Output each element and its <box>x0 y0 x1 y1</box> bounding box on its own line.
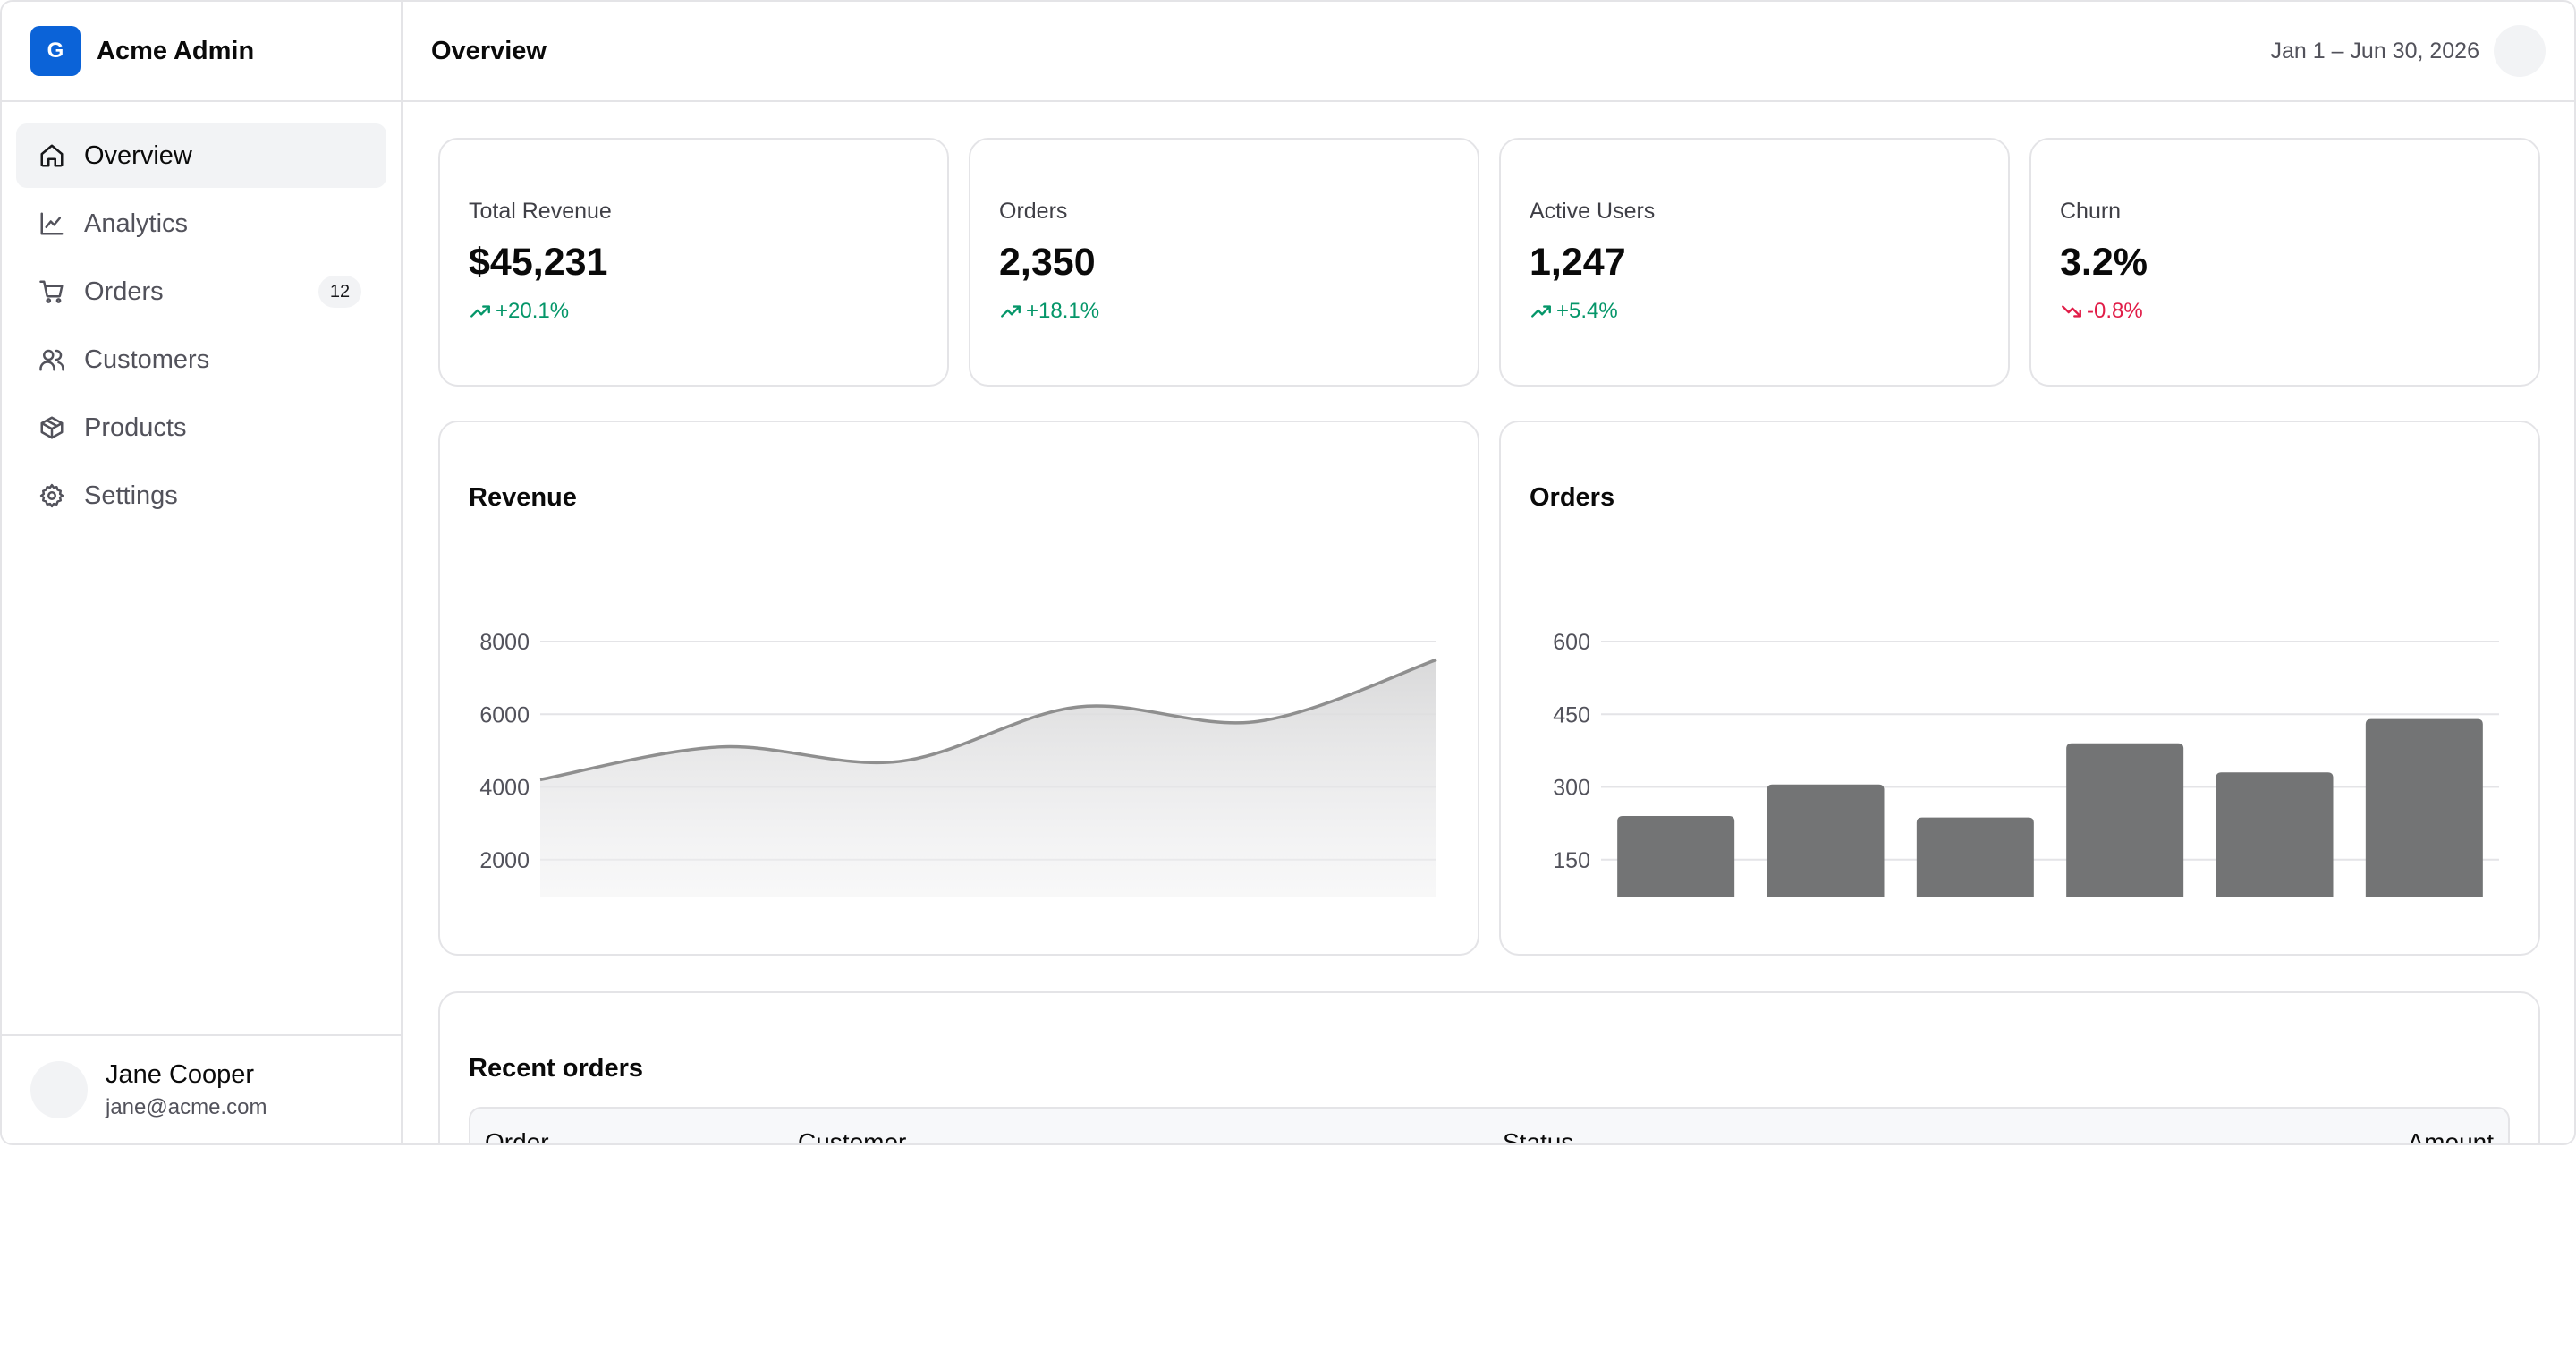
trend-up-icon <box>470 305 490 318</box>
line-chart-icon <box>38 209 66 238</box>
user-email: jane@acme.com <box>106 1094 267 1119</box>
sidebar-item-label: Products <box>84 412 187 442</box>
sidebar-item-label: Orders <box>84 276 164 306</box>
trend-up-icon <box>1531 305 1551 318</box>
sidebar-item-orders[interactable]: Orders 12 <box>16 259 386 324</box>
y-tick-label: 600 <box>1553 630 1590 655</box>
user-name: Jane Cooper <box>106 1059 255 1089</box>
sidebar-item-customers[interactable]: Customers <box>16 327 386 392</box>
bar-jan <box>1617 816 1735 897</box>
trend-up-icon <box>1001 305 1021 318</box>
stat-label: Active Users <box>1530 199 1656 224</box>
bar-apr <box>2066 743 2184 897</box>
chart-title: Revenue <box>469 483 577 512</box>
sidebar-item-products[interactable]: Products <box>16 395 386 460</box>
stat-value: 1,247 <box>1530 241 1626 284</box>
gear-icon <box>38 481 66 510</box>
stat-cards: Total Revenue $45,231 +20.1% Orders 2,35… <box>438 138 2540 387</box>
stat-card-active-users: Active Users 1,247 +5.4% <box>1499 138 2010 387</box>
sidebar-item-label: Settings <box>84 480 178 510</box>
stat-delta-text: +20.1% <box>496 299 570 323</box>
stat-delta: +5.4% <box>1530 299 1979 324</box>
y-tick-label: 2000 <box>479 848 530 873</box>
top-header: Overview Jan 1 – Jun 30, 2026 <box>402 2 2574 102</box>
brand-logo: G <box>30 26 80 76</box>
column-header-amount[interactable]: Amount <box>2407 1128 2495 1145</box>
stat-label: Orders <box>999 199 1068 224</box>
users-icon <box>38 345 66 374</box>
sidebar-nav: Overview Analytics Orders 12 Customers <box>2 102 401 528</box>
orders-chart: 0150300450600JanFebMarAprMayJun <box>1553 630 2499 897</box>
bar-mar <box>1916 817 2034 897</box>
bar-jun <box>2365 718 2483 897</box>
avatar <box>30 1061 88 1118</box>
trend-down-icon <box>2062 305 2081 318</box>
date-range-picker[interactable]: Jan 1 – Jun 30, 2026 <box>2270 38 2479 64</box>
y-tick-label: 150 <box>1553 848 1590 873</box>
stat-card-total-revenue: Total Revenue $45,231 +20.1% <box>438 138 949 387</box>
orders-chart-card: Orders 0150300450600JanFebMarAprMayJun <box>1499 421 2540 956</box>
sidebar-item-label: Customers <box>84 344 210 374</box>
page-title: Overview <box>431 36 547 65</box>
brand[interactable]: G Acme Admin <box>2 2 401 102</box>
sidebar-item-label: Overview <box>84 140 192 170</box>
brand-name: Acme Admin <box>97 36 255 65</box>
column-header-status[interactable]: Status <box>1503 1128 1574 1145</box>
stat-delta-text: +5.4% <box>1556 299 1618 323</box>
sidebar-item-overview[interactable]: Overview <box>16 123 386 188</box>
y-tick-label: 8000 <box>479 630 530 655</box>
shopping-cart-icon <box>38 277 66 306</box>
y-tick-label: 450 <box>1553 702 1590 727</box>
y-tick-label: 6000 <box>479 702 530 727</box>
revenue-area <box>540 659 1436 897</box>
stat-label: Total Revenue <box>469 199 612 224</box>
charts-row: Revenue 02000400060008000JanFebMarAprMay… <box>438 421 2540 956</box>
bar-feb <box>1767 784 1885 897</box>
stat-card-churn: Churn 3.2% -0.8% <box>2029 138 2540 387</box>
revenue-chart-card: Revenue 02000400060008000JanFebMarAprMay… <box>438 421 1479 956</box>
recent-orders-table: Order Customer Status Amount <box>469 1107 2510 1145</box>
sidebar: G Acme Admin Overview Analytics Order <box>2 2 402 1143</box>
stat-delta: +18.1% <box>999 299 1449 324</box>
column-header-customer[interactable]: Customer <box>798 1128 907 1145</box>
stat-value: $45,231 <box>469 241 608 284</box>
revenue-line <box>539 658 1437 782</box>
orders-count-badge: 12 <box>318 276 361 308</box>
user-info: Jane Cooper jane@acme.com <box>106 1060 267 1120</box>
stat-delta-text: +18.1% <box>1026 299 1100 323</box>
main-content: Total Revenue $45,231 +20.1% Orders 2,35… <box>402 102 2574 1143</box>
app-window: G Acme Admin Overview Analytics Order <box>0 0 2576 1145</box>
recent-orders-title: Recent orders <box>469 1054 644 1083</box>
stat-value: 2,350 <box>999 241 1096 284</box>
stat-card-orders: Orders 2,350 +18.1% <box>969 138 1479 387</box>
stat-delta: +20.1% <box>469 299 919 324</box>
table-header-row: Order Customer Status Amount <box>470 1109 2508 1145</box>
recent-orders-card: Recent orders Order Customer Status Amou… <box>438 991 2540 1145</box>
stat-delta: -0.8% <box>2060 299 2510 324</box>
chart-title: Orders <box>1530 483 1615 512</box>
header-avatar[interactable] <box>2494 25 2546 77</box>
column-header-order[interactable]: Order <box>485 1128 549 1145</box>
sidebar-item-analytics[interactable]: Analytics <box>16 191 386 256</box>
stat-value: 3.2% <box>2060 241 2148 284</box>
home-icon <box>38 141 66 170</box>
user-profile[interactable]: Jane Cooper jane@acme.com <box>2 1034 401 1143</box>
bar-may <box>2216 772 2334 897</box>
stat-label: Churn <box>2060 199 2122 224</box>
revenue-chart: 02000400060008000JanFebMarAprMayJun <box>479 630 1437 897</box>
y-tick-label: 4000 <box>479 776 530 801</box>
sidebar-item-settings[interactable]: Settings <box>16 463 386 528</box>
box-icon <box>38 413 66 442</box>
stat-delta-text: -0.8% <box>2087 299 2143 323</box>
y-tick-label: 300 <box>1553 776 1590 801</box>
sidebar-item-label: Analytics <box>84 208 189 238</box>
